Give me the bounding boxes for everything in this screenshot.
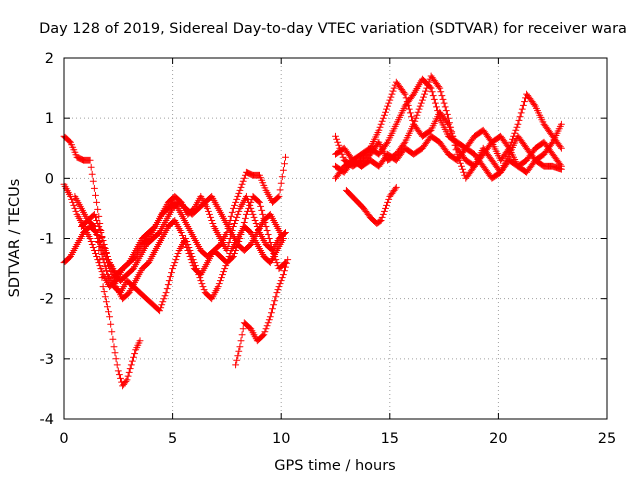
series-12-markers — [342, 183, 400, 227]
series-11 — [332, 132, 565, 182]
series-7 — [232, 256, 292, 369]
chart-grid — [64, 58, 607, 419]
y-tick-label: 2 — [45, 51, 54, 67]
series-12 — [342, 183, 400, 227]
x-tick-label: 15 — [381, 431, 399, 447]
series-6-markers — [93, 229, 144, 390]
x-axis-label: GPS time / hours — [274, 458, 395, 474]
x-tick-label: 10 — [272, 431, 290, 447]
x-tick-label: 0 — [59, 431, 68, 447]
y-tick-label: 0 — [45, 171, 54, 187]
series-5 — [77, 192, 287, 285]
chart-title: Day 128 of 2019, Sidereal Day-to-day VTE… — [39, 21, 627, 37]
y-tick-label: 1 — [45, 111, 54, 127]
y-tick-label: -4 — [40, 412, 54, 428]
series-7-markers — [232, 256, 292, 369]
chart-ticks: 0 5 10 15 20 25 -4 -3 -2 -1 0 1 2 — [40, 51, 617, 447]
series-8 — [332, 75, 565, 170]
y-axis-label: SDTVAR / TECUs — [7, 179, 23, 298]
series-5-markers — [77, 192, 287, 285]
y-tick-label: -2 — [40, 292, 54, 308]
y-tick-label: -1 — [40, 232, 54, 248]
chart-series — [60, 72, 565, 390]
x-tick-label: 20 — [489, 431, 507, 447]
x-tick-label: 25 — [598, 431, 616, 447]
x-tick-label: 5 — [168, 431, 177, 447]
series-8-markers — [332, 75, 565, 170]
series-6 — [93, 229, 144, 390]
series-11-markers — [332, 132, 565, 182]
y-tick-label: -3 — [40, 352, 54, 368]
